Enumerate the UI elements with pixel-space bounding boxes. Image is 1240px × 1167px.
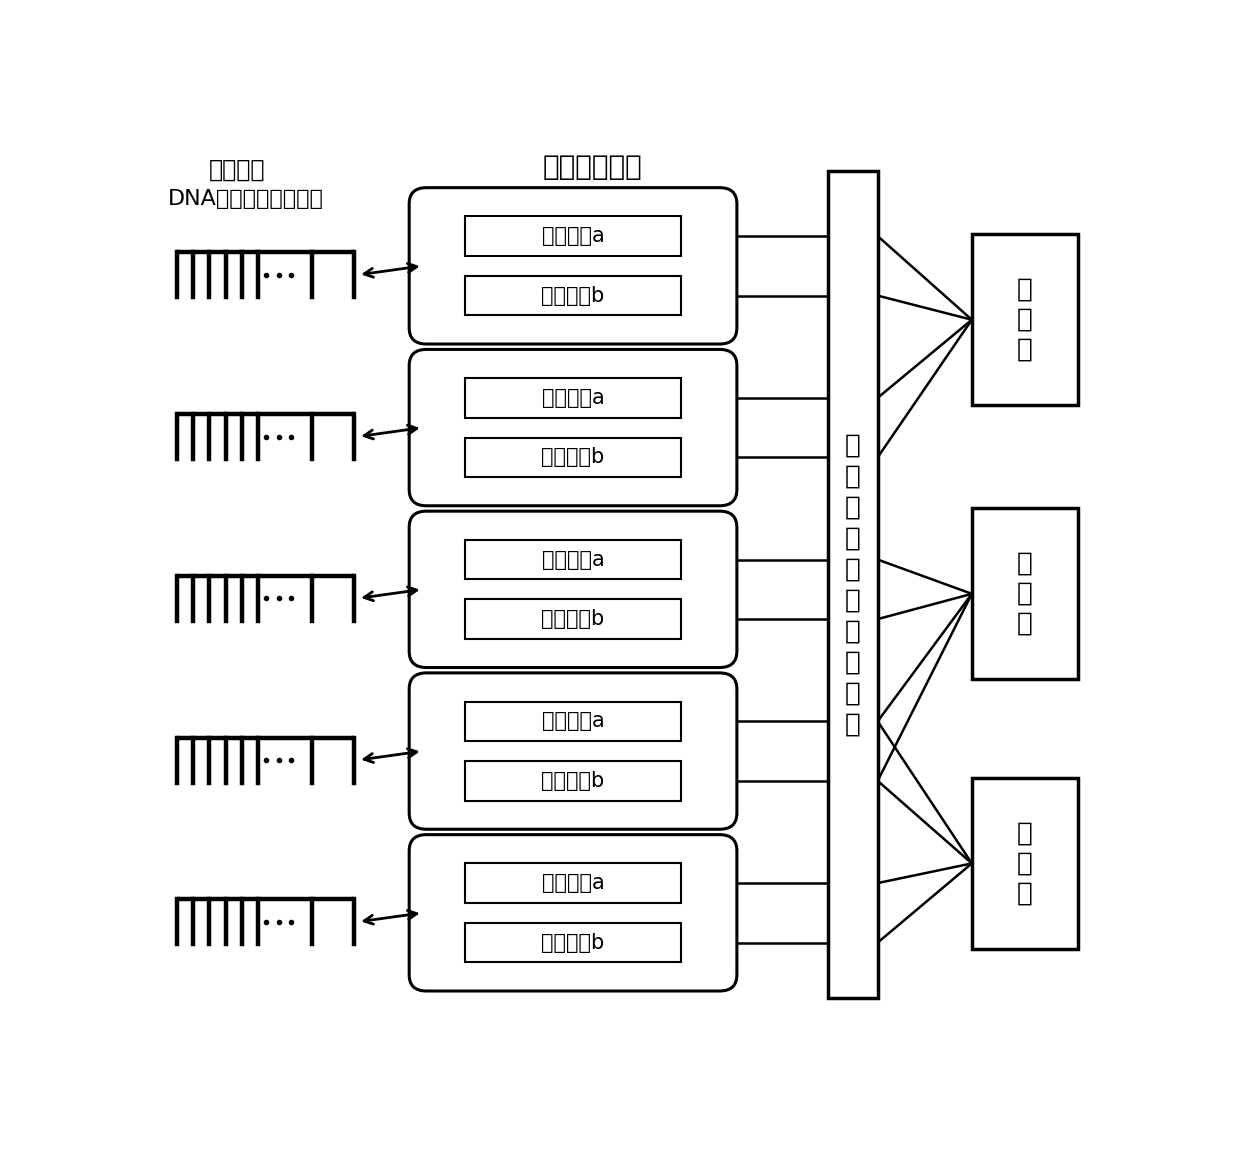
FancyBboxPatch shape xyxy=(409,349,737,505)
Text: 比特序列a: 比特序列a xyxy=(542,387,604,407)
Text: 比特序列a: 比特序列a xyxy=(542,712,604,732)
Text: 比特序列a: 比特序列a xyxy=(542,873,604,893)
Bar xyxy=(465,275,681,315)
Text: 比特序列分组: 比特序列分组 xyxy=(542,153,642,181)
Bar xyxy=(465,438,681,477)
Bar xyxy=(465,701,681,741)
Text: 依
据
：
部
图
进
行
块
交
织: 依 据 ： 部 图 进 行 块 交 织 xyxy=(844,432,861,738)
Text: 比特序列b: 比特序列b xyxy=(542,286,605,306)
Text: 比特序列a: 比特序列a xyxy=(542,550,604,569)
Bar xyxy=(465,216,681,256)
FancyBboxPatch shape xyxy=(409,188,737,344)
FancyBboxPatch shape xyxy=(409,511,737,668)
Text: 分
组
码: 分 组 码 xyxy=(1017,820,1033,907)
Text: 寡核苷酸: 寡核苷酸 xyxy=(208,158,265,182)
Bar xyxy=(972,778,1078,949)
Text: DNA单链（或者双链）: DNA单链（或者双链） xyxy=(169,189,324,209)
Bar xyxy=(828,172,878,998)
FancyBboxPatch shape xyxy=(409,673,737,830)
Text: 分
组
码: 分 组 码 xyxy=(1017,551,1033,637)
Bar xyxy=(465,600,681,638)
Bar xyxy=(972,509,1078,679)
Bar xyxy=(972,235,1078,405)
Text: 比特序列b: 比特序列b xyxy=(542,771,605,791)
Bar xyxy=(465,864,681,903)
Text: 比特序列b: 比特序列b xyxy=(542,609,605,629)
Text: 分
组
码: 分 组 码 xyxy=(1017,277,1033,363)
Bar xyxy=(465,761,681,801)
Text: 比特序列a: 比特序列a xyxy=(542,226,604,246)
Text: 比特序列b: 比特序列b xyxy=(542,932,605,952)
Bar xyxy=(465,540,681,579)
Bar xyxy=(465,923,681,963)
Text: 比特序列b: 比特序列b xyxy=(542,447,605,467)
Bar xyxy=(465,378,681,418)
FancyBboxPatch shape xyxy=(409,834,737,991)
